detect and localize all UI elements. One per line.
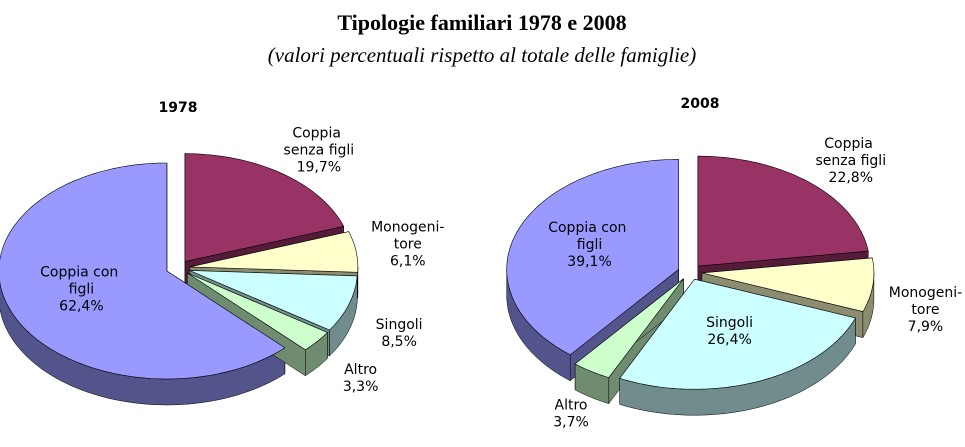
chart-title: 1978 bbox=[159, 100, 198, 116]
slice-value: 19,7% bbox=[297, 159, 341, 175]
slice-label: Monogeni-tore bbox=[371, 219, 444, 252]
slice-value: 6,1% bbox=[390, 253, 426, 269]
label-line: senza figli bbox=[815, 153, 886, 169]
label-line: Altro bbox=[344, 362, 377, 378]
slice bbox=[189, 270, 358, 331]
slice bbox=[619, 278, 856, 390]
label-line: Singoli bbox=[376, 317, 423, 333]
label-line: tore bbox=[911, 302, 939, 318]
slice-label: Coppia con figli bbox=[548, 220, 631, 253]
slice-label: Singoli bbox=[706, 315, 753, 331]
slice bbox=[0, 162, 286, 380]
slice bbox=[184, 153, 345, 262]
label-line: Monogeni- bbox=[371, 219, 444, 235]
chart-title: 2008 bbox=[681, 96, 720, 112]
slice-label: Monogeni-tore bbox=[889, 285, 962, 318]
label-line: Coppia con bbox=[40, 265, 123, 281]
slice bbox=[189, 231, 359, 273]
slice-value: 3,3% bbox=[343, 379, 379, 395]
slice-label: Altro bbox=[555, 397, 588, 413]
slice bbox=[506, 159, 680, 356]
subtitle: (valori percentuali rispetto al totale d… bbox=[268, 43, 696, 67]
label-line: figli bbox=[69, 282, 94, 298]
slice-value: 8,5% bbox=[381, 334, 417, 350]
slice-label: Coppia senza figli bbox=[815, 136, 886, 169]
label-line: figli bbox=[577, 237, 602, 253]
label-line: Singoli bbox=[706, 315, 753, 331]
slice-label: Coppia con figli bbox=[40, 265, 123, 298]
slice bbox=[697, 155, 869, 267]
label-line: Altro bbox=[555, 397, 588, 413]
label-line: Coppia bbox=[292, 125, 345, 141]
slice-value: 22,8% bbox=[829, 170, 873, 186]
slice-label: Coppia senza figli bbox=[284, 125, 355, 158]
slice bbox=[187, 272, 328, 351]
slice-value: 26,4% bbox=[707, 332, 751, 348]
slice-value: 39,1% bbox=[567, 254, 611, 270]
main-title: Tipologie familiari 1978 e 2008 bbox=[337, 10, 626, 35]
label-line: senza figli bbox=[284, 142, 355, 158]
label-line: Coppia bbox=[824, 136, 877, 152]
slice-value: 62,4% bbox=[59, 299, 103, 315]
slice-value: 3,7% bbox=[553, 414, 589, 430]
slice bbox=[701, 257, 875, 312]
slice-value: 7,9% bbox=[908, 319, 944, 335]
slice-label: Singoli bbox=[376, 317, 423, 333]
slice-label: Altro bbox=[344, 362, 377, 378]
label-line: tore bbox=[394, 236, 422, 252]
label-line: Monogeni- bbox=[889, 285, 962, 301]
label-line: Coppia con bbox=[548, 220, 631, 236]
slice bbox=[574, 278, 684, 378]
